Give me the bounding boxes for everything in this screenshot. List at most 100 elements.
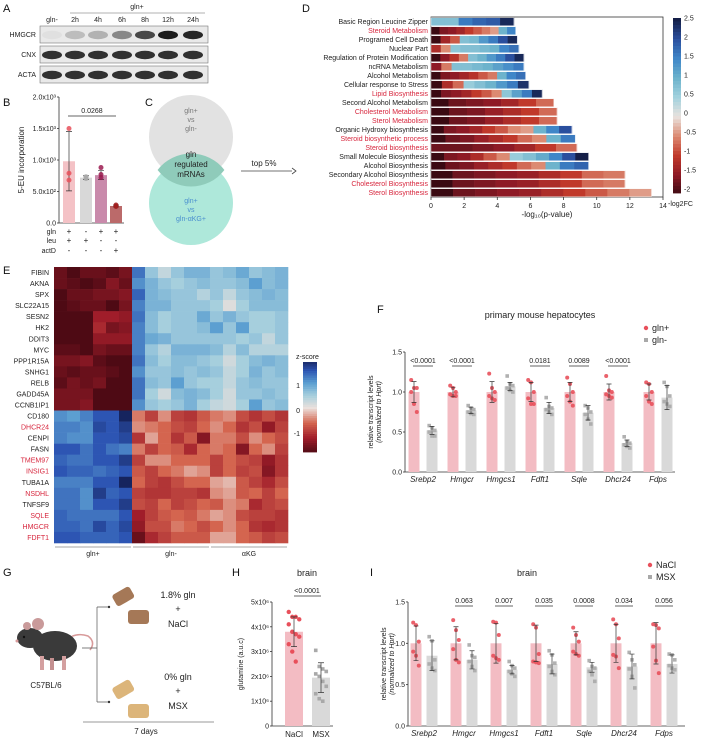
e-heatmap-cell [80, 432, 94, 444]
e-heatmap-cell [54, 520, 68, 533]
bar-treated [543, 408, 555, 472]
d-bar-segment [459, 71, 470, 80]
bar-control [603, 392, 615, 472]
data-point [662, 380, 666, 385]
ylabel-normalization: (normalized to Hprt) [376, 381, 383, 443]
d-category-label: Basic Region Leucine Zipper [339, 19, 429, 26]
h-point [317, 674, 322, 679]
e-colorbar-step [303, 382, 317, 385]
e-heatmap-cell [67, 421, 81, 433]
b-condition-sign: - [85, 227, 88, 236]
e-heatmap-cell [106, 432, 120, 444]
e-heatmap-cell [132, 267, 146, 279]
d-plot-frame [430, 16, 664, 198]
d-bar-segment [431, 125, 445, 134]
e-heatmap-cell [67, 300, 81, 312]
e-heatmap-cell [171, 476, 185, 489]
d-bar-segment [431, 116, 450, 125]
d-xtick-label: 12 [626, 203, 634, 210]
d-bar-segment [441, 80, 454, 89]
panel-label-b: B [3, 97, 10, 109]
blot-group-label: gln+ [130, 4, 143, 11]
e-heatmap-cell [249, 289, 263, 301]
e-heatmap-cell [262, 520, 276, 533]
e-heatmap-cell [262, 443, 276, 455]
h-error-bar [291, 616, 297, 647]
d-colorbar-step [673, 53, 681, 57]
panel-label-c: C [145, 97, 153, 109]
d-bar-segment [460, 44, 471, 53]
d-bar-segment [466, 107, 486, 116]
e-heatmap-cell [93, 399, 107, 411]
gene-label: Hmgcr [452, 729, 476, 738]
b-condition-sign: - [85, 246, 88, 255]
d-bar-segment [469, 125, 483, 134]
e-colorbar-step [303, 377, 317, 381]
e-row-label: SNHG1 [25, 369, 49, 376]
e-heatmap-cell [145, 322, 159, 334]
d-bar-segment [439, 26, 449, 35]
lane-label: 4h [94, 17, 102, 24]
d-bar-segment [490, 26, 499, 35]
go-enrichment-chart: -log₁₀(p-value) -log2FC Basic Region Leu… [323, 16, 696, 220]
data-point [513, 674, 517, 679]
e-heatmap-cell [80, 333, 94, 345]
e-heatmap-cell [145, 267, 159, 279]
d-bar-segment [503, 134, 518, 143]
d-bar-segment [452, 179, 475, 188]
bar-control [650, 643, 662, 726]
hepatocyte-transcript-chart: primary mouse hepatocytes 0.0 0.5 1.0 1.5 re… [368, 310, 675, 484]
e-heatmap-cell [236, 399, 250, 411]
e-heatmap-cell [93, 531, 107, 544]
data-point [505, 374, 509, 378]
d-colorbar-step [673, 39, 681, 43]
b-point [113, 203, 119, 209]
e-heatmap-cell [171, 531, 185, 544]
e-heatmap-cell [236, 267, 250, 279]
e-heatmap-cell [275, 476, 289, 489]
d-bar-segment [511, 89, 523, 98]
data-point [589, 410, 593, 414]
d-bar-segment [513, 62, 525, 71]
e-heatmap-cell [223, 289, 237, 301]
e-heatmap-cell [145, 432, 159, 444]
d-bar-segment [466, 98, 484, 107]
e-heatmap-cell [171, 355, 185, 367]
e-heatmap-cell [158, 454, 172, 467]
diet2-line3: MSX [168, 701, 188, 711]
e-heatmap-cell [67, 531, 81, 544]
e-heatmap-cell [54, 432, 68, 444]
d-bar-segment [468, 71, 479, 80]
e-heatmap-cell [275, 465, 289, 478]
d-bar-segment [503, 62, 514, 71]
e-heatmap-cell [119, 377, 133, 389]
b-condition-label: gln [47, 229, 56, 236]
legend-square-icon [644, 338, 648, 342]
e-heatmap-cell [262, 344, 276, 356]
venn-center-line3: mRNAs [177, 170, 205, 179]
e-heatmap-cell [54, 333, 68, 345]
e-heatmap-cell [93, 311, 107, 323]
e-heatmap-cell [119, 322, 133, 334]
bar-control [643, 392, 655, 472]
e-heatmap-cell [132, 465, 146, 478]
d-bar-segment [520, 125, 534, 134]
e-heatmap-cell [210, 278, 224, 290]
e-heatmap-cell [67, 465, 81, 478]
e-heatmap-cell [54, 443, 68, 455]
e-heatmap-cell [223, 311, 237, 323]
d-xtick-label: 6 [528, 203, 532, 210]
blot-band [158, 70, 178, 80]
panel-label-a: A [3, 3, 11, 15]
d-bar-segment [481, 26, 491, 35]
e-heatmap-cell [145, 366, 159, 378]
e-heatmap-cell [80, 377, 94, 389]
e-heatmap-cell [106, 333, 120, 345]
e-heatmap-cell [275, 366, 289, 378]
e-heatmap-cell [197, 465, 211, 478]
e-heatmap-cell [145, 355, 159, 367]
e-heatmap-cell [119, 388, 133, 400]
e-heatmap-cell [132, 520, 146, 533]
e-heatmap-cell [93, 432, 107, 444]
data-point [414, 410, 419, 414]
